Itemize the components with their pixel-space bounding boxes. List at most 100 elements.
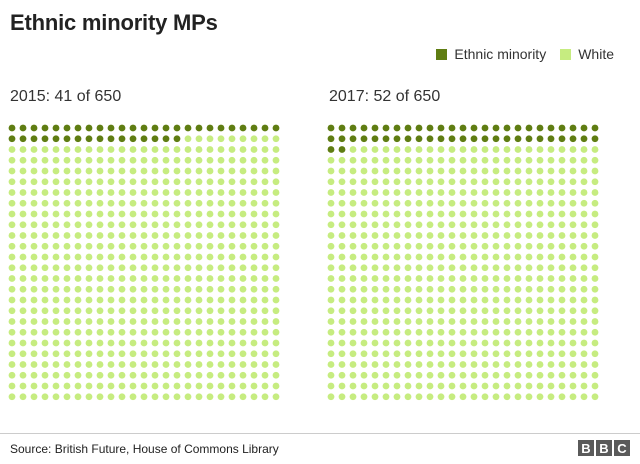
dot-white-2015-309 bbox=[107, 253, 115, 261]
dot-white-2015-291 bbox=[184, 242, 192, 250]
dot-white-2017-84 bbox=[426, 156, 434, 164]
dot-white-2015-121 bbox=[239, 167, 247, 175]
dot-ethnic-minority-2017-25 bbox=[327, 135, 335, 143]
dot-white-2017-395 bbox=[547, 285, 555, 293]
dot-white-2015-199 bbox=[272, 199, 280, 207]
dot-white-2017-331 bbox=[393, 264, 401, 272]
dot-white-2017-333 bbox=[415, 264, 423, 272]
dot-white-2015-270 bbox=[228, 232, 236, 239]
dot-white-2015-145 bbox=[228, 178, 236, 186]
dot-white-2015-447 bbox=[250, 307, 258, 315]
dot-white-2017-198 bbox=[580, 199, 588, 207]
dot-white-2015-101 bbox=[19, 167, 27, 175]
dot-white-2015-370 bbox=[228, 275, 236, 282]
dot-white-2017-544 bbox=[536, 350, 544, 358]
dot-white-2015-609 bbox=[107, 382, 115, 390]
dot-white-2015-399 bbox=[272, 285, 280, 293]
dot-white-2017-527 bbox=[349, 350, 357, 358]
dot-white-2015-158 bbox=[96, 189, 104, 196]
dot-white-2015-268 bbox=[206, 232, 214, 239]
dot-white-2015-277 bbox=[30, 242, 38, 250]
dot-white-2015-299 bbox=[272, 242, 280, 250]
dot-white-2017-218 bbox=[525, 210, 533, 218]
dot-white-2015-117 bbox=[195, 167, 203, 175]
dot-white-2017-295 bbox=[547, 242, 555, 250]
dot-white-2015-301 bbox=[19, 253, 27, 261]
dot-white-2017-386 bbox=[448, 285, 456, 293]
dot-white-2015-77 bbox=[30, 156, 38, 164]
dot-white-2017-200 bbox=[327, 210, 335, 218]
dot-white-2015-556 bbox=[74, 361, 82, 368]
dot-white-2015-187 bbox=[140, 199, 148, 207]
dot-white-2015-188 bbox=[151, 199, 159, 207]
bbc-logo-letter-c: C bbox=[614, 440, 630, 456]
dot-white-2017-620 bbox=[547, 382, 555, 390]
dot-white-2017-416 bbox=[503, 296, 511, 304]
dot-white-2017-458 bbox=[415, 318, 423, 325]
dot-white-2015-105 bbox=[63, 167, 71, 175]
dot-white-2017-253 bbox=[360, 232, 368, 239]
dot-white-2015-457 bbox=[85, 318, 93, 325]
dot-white-2015-85 bbox=[118, 156, 126, 164]
dot-white-2015-232 bbox=[85, 221, 93, 229]
dot-white-2015-532 bbox=[85, 350, 93, 358]
dot-white-2015-380 bbox=[63, 285, 71, 293]
dot-white-2015-62 bbox=[140, 146, 148, 153]
dot-white-2015-625 bbox=[8, 393, 16, 401]
dot-white-2015-389 bbox=[162, 285, 170, 293]
dot-white-2017-85 bbox=[437, 156, 445, 164]
dot-white-2017-500 bbox=[327, 339, 335, 347]
dot-white-2017-425 bbox=[327, 307, 335, 315]
dot-white-2015-374 bbox=[272, 275, 280, 282]
dot-white-2015-258 bbox=[96, 232, 104, 239]
dot-white-2017-65 bbox=[492, 146, 500, 153]
dot-white-2015-136 bbox=[129, 178, 137, 186]
dot-white-2017-321 bbox=[558, 253, 566, 261]
dot-white-2017-380 bbox=[382, 285, 390, 293]
dot-ethnic-minority-2015-19 bbox=[217, 124, 225, 132]
dot-white-2017-281 bbox=[393, 242, 401, 250]
dot-white-2015-608 bbox=[96, 382, 104, 390]
dot-white-2017-118 bbox=[525, 167, 533, 175]
dot-white-2017-92 bbox=[514, 156, 522, 164]
dot-white-2017-428 bbox=[360, 307, 368, 315]
dot-white-2015-71 bbox=[239, 146, 247, 153]
dot-white-2017-567 bbox=[514, 361, 522, 368]
dot-white-2015-293 bbox=[206, 242, 214, 250]
dot-white-2015-134 bbox=[107, 178, 115, 186]
dot-white-2015-496 bbox=[239, 328, 247, 336]
dot-white-2017-264 bbox=[481, 232, 489, 239]
dot-white-2015-431 bbox=[74, 307, 82, 315]
dot-white-2017-618 bbox=[525, 382, 533, 390]
dot-white-2017-322 bbox=[569, 253, 577, 261]
dot-white-2017-572 bbox=[569, 361, 577, 368]
dot-white-2017-297 bbox=[569, 242, 577, 250]
dot-white-2015-398 bbox=[261, 285, 269, 293]
dot-white-2015-449 bbox=[272, 307, 280, 315]
dot-white-2017-277 bbox=[349, 242, 357, 250]
dot-white-2017-130 bbox=[382, 178, 390, 186]
dot-white-2015-249 bbox=[272, 221, 280, 229]
dot-white-2017-251 bbox=[338, 232, 346, 239]
dot-white-2015-363 bbox=[151, 275, 159, 282]
dot-white-2017-501 bbox=[338, 339, 346, 347]
dot-white-2015-267 bbox=[195, 232, 203, 239]
dot-white-2015-279 bbox=[52, 242, 60, 250]
dot-white-2015-174 bbox=[272, 189, 280, 196]
bbc-logo: B B C bbox=[576, 440, 630, 456]
dot-white-2015-591 bbox=[184, 371, 192, 379]
dot-white-2017-298 bbox=[580, 242, 588, 250]
dot-white-2017-248 bbox=[580, 221, 588, 229]
dot-white-2015-412 bbox=[140, 296, 148, 304]
dot-white-2017-162 bbox=[459, 189, 467, 196]
dot-white-2015-275 bbox=[8, 242, 16, 250]
dot-white-2017-219 bbox=[536, 210, 544, 218]
dot-white-2017-252 bbox=[349, 232, 357, 239]
dot-white-2017-619 bbox=[536, 382, 544, 390]
dot-white-2015-225 bbox=[8, 221, 16, 229]
dot-white-2017-503 bbox=[360, 339, 368, 347]
dot-ethnic-minority-2017-0 bbox=[327, 124, 335, 132]
dot-white-2017-403 bbox=[360, 296, 368, 304]
dot-white-2015-368 bbox=[206, 275, 214, 282]
dot-white-2015-436 bbox=[129, 307, 137, 315]
